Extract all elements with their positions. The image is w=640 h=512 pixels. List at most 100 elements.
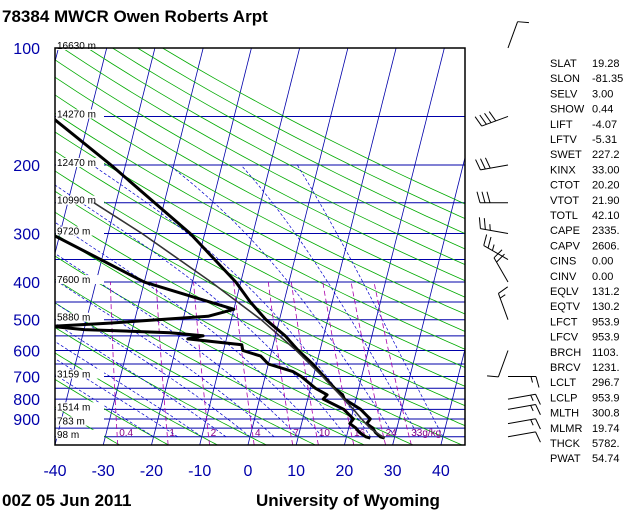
height-label-bg <box>56 402 104 412</box>
dry-adiabat-line <box>55 211 465 427</box>
station-info-key: TOTL <box>550 210 578 222</box>
wind-barb <box>475 157 509 171</box>
station-info-key: SLON <box>550 73 580 85</box>
station-info-key: LFTV <box>550 134 578 146</box>
wind-barb-staff <box>507 21 519 49</box>
pressure-tick-label: 300 <box>13 226 40 243</box>
wind-barb-feather <box>535 431 541 443</box>
height-label: 9720 m <box>57 226 90 237</box>
mixing-ratio-line <box>267 282 294 445</box>
pressure-tick-label: 200 <box>13 158 40 175</box>
plot-border <box>54 47 466 446</box>
wind-barb-feather <box>535 404 541 415</box>
mixing-ratio-line <box>193 282 210 445</box>
chart-footer-time: 00Z 05 Jun 2011 <box>2 491 131 510</box>
mixing-ratio-label: 7 <box>293 428 299 439</box>
mixing-ratio-line <box>233 282 255 445</box>
station-info-value: 2335. <box>592 225 620 237</box>
dry-adiabat-line <box>62 48 465 266</box>
wind-barb-feather <box>535 376 540 388</box>
pressure-tick-label: 700 <box>13 370 40 387</box>
wind-barb <box>476 191 508 204</box>
isotherm-line <box>247 48 349 445</box>
station-info-value: 130.2 <box>592 301 620 313</box>
station-info-key: KINX <box>550 164 576 176</box>
wind-barb-feather <box>474 116 483 127</box>
moist-adiabat-line <box>240 164 420 437</box>
wind-barb-staff <box>493 257 509 283</box>
station-info-value: 1103. <box>592 347 619 359</box>
dry-adiabat-line <box>55 190 465 407</box>
wind-barb-feather <box>483 234 488 246</box>
wind-barb-feather <box>486 191 491 203</box>
station-info-value: 953.9 <box>592 332 620 344</box>
station-info-key: SWET <box>550 149 582 161</box>
dry-adiabat-line <box>55 278 365 445</box>
dry-adiabat-line <box>87 48 465 250</box>
station-info-key: CTOT <box>550 180 580 192</box>
plot-frame <box>54 47 466 446</box>
wind-barb <box>474 111 509 127</box>
wind-barb <box>507 418 541 430</box>
temperature-tick-label: -20 <box>140 463 163 480</box>
dry-adiabat-line <box>55 150 465 368</box>
station-info-value: 19.28 <box>592 58 620 70</box>
station-info-value: 131.2 <box>592 286 620 298</box>
station-info-value: 20.20 <box>592 180 620 192</box>
station-info-value: 5782. <box>592 438 620 450</box>
mixing-ratio-label: 10 <box>319 428 331 439</box>
station-info-value: 19.74 <box>592 423 620 435</box>
dry-adiabat-line <box>55 170 465 387</box>
station-info-key: LCLT <box>550 377 576 389</box>
station-info-key: CAPV <box>550 240 581 252</box>
wind-barb-feather <box>535 394 541 405</box>
station-info-value: -5.31 <box>592 134 617 146</box>
height-label-bg <box>56 41 104 50</box>
wind-barb-feather <box>484 157 491 169</box>
dry-adiabat-line <box>55 378 169 445</box>
station-info-key: BRCV <box>550 362 581 374</box>
station-info-key: LIFT <box>550 119 573 131</box>
station-info-value: 0.44 <box>592 104 613 116</box>
wind-barb <box>507 431 541 443</box>
mixing-ratio-line <box>290 282 319 445</box>
sounding-lines <box>55 117 386 440</box>
mixing-ratio-line <box>322 282 355 445</box>
station-info-value: -4.07 <box>592 119 617 131</box>
moist-adiabat-line <box>55 221 323 438</box>
station-info-value: 296.7 <box>592 377 620 389</box>
dry-adiabat-line <box>55 94 465 315</box>
station-info-value: -81.35 <box>592 73 623 85</box>
height-label-bg <box>56 109 104 119</box>
moist-adiabat-line <box>296 164 444 437</box>
station-info-table: SLAT 19.28 SLON -81.35 SELV 3.00 SHOW 0.44 LIFT -… <box>550 58 623 465</box>
dry-adiabat-line <box>55 255 414 445</box>
station-info-value: 0.00 <box>592 271 613 283</box>
station-info-value: 33.00 <box>592 164 620 176</box>
wind-barb-feather <box>479 114 487 125</box>
temperature-tick-label: -40 <box>43 463 66 480</box>
wind-barb-feather <box>487 375 499 378</box>
wind-barb <box>483 234 509 260</box>
wind-barb <box>507 21 529 49</box>
pressure-tick-label: 800 <box>13 392 40 409</box>
dry-adiabat-line <box>55 302 316 445</box>
wind-barb-feather <box>475 159 481 171</box>
dry-adiabat-line <box>55 112 465 332</box>
station-info-key: BRCH <box>550 347 581 359</box>
station-info-key: SELV <box>550 88 578 100</box>
temperature-tick-label: 20 <box>336 463 354 480</box>
parcel-path-line <box>93 202 386 439</box>
height-label: 5880 m <box>57 313 90 324</box>
moist-adiabat-line <box>55 374 154 438</box>
height-label-bg <box>56 158 104 168</box>
wind-barb-feather <box>480 158 486 170</box>
mixing-ratio-line <box>350 282 386 445</box>
height-label: 3159 m <box>57 370 90 381</box>
wind-barb-half-feather <box>530 376 533 383</box>
height-label-bg <box>56 312 104 322</box>
height-labels: 16630 m 14270 m 12470 m 10990 m 9720 m 7600 m… <box>56 41 104 441</box>
temperature-tick-label: -10 <box>188 463 211 480</box>
wind-barb-half-feather <box>530 419 534 426</box>
